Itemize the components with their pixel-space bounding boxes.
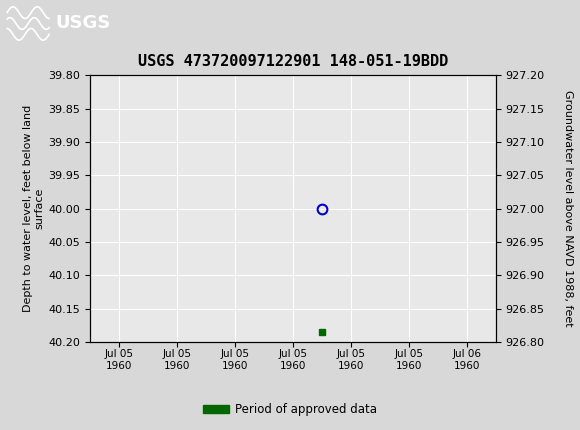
Y-axis label: Depth to water level, feet below land
surface: Depth to water level, feet below land su… — [23, 105, 44, 312]
Text: USGS: USGS — [55, 14, 110, 31]
Legend: Period of approved data: Period of approved data — [198, 398, 382, 421]
Title: USGS 473720097122901 148-051-19BDD: USGS 473720097122901 148-051-19BDD — [138, 53, 448, 68]
Y-axis label: Groundwater level above NAVD 1988, feet: Groundwater level above NAVD 1988, feet — [563, 90, 573, 327]
